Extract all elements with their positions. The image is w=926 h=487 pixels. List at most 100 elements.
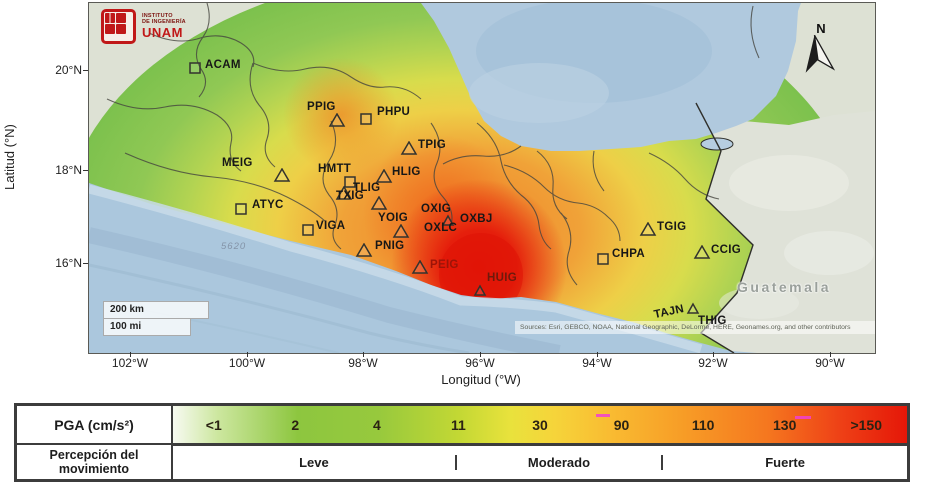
station-marker-txig	[370, 196, 388, 210]
station-label-oxig: OXIG	[421, 203, 451, 215]
lat-tick-label: 20°N	[55, 63, 82, 77]
station-marker-viga	[302, 224, 314, 236]
legend-category-moderado: Moderado	[456, 455, 664, 470]
legend-value: >150	[850, 416, 883, 433]
scale-mi: 100 mi	[103, 319, 191, 336]
station-marker-yoig	[392, 224, 410, 238]
lon-tick-mark	[597, 352, 598, 357]
station-label-tlig: TLIG	[353, 182, 381, 194]
station-label-acam: ACAM	[205, 59, 241, 71]
artifact-dash	[595, 414, 610, 418]
station-label-hlig: HLIG	[392, 166, 421, 178]
station-marker-tpig	[400, 141, 418, 155]
guatemala-region	[696, 103, 875, 353]
lat-tick-mark	[83, 70, 88, 71]
station-label-ppig: PPIG	[307, 101, 336, 113]
north-label: N	[816, 21, 826, 36]
station-marker-pnig	[355, 243, 373, 257]
sources-attribution: Sources: Esri, GEBCO, NOAA, National Geo…	[515, 321, 875, 335]
logo-line2: DE INGENIERÍA	[142, 19, 186, 26]
legend-pga-header: PGA (cm/s²)	[16, 405, 172, 444]
legend-value: 11	[451, 416, 466, 433]
legend-value: 90	[613, 416, 630, 433]
station-marker-tlig	[335, 186, 353, 200]
lon-tick-mark	[363, 352, 364, 357]
station-label-txig: TXIG	[336, 190, 365, 202]
station-label-meig: MEIG	[222, 157, 253, 169]
station-label-hmtt: HMTT	[318, 163, 352, 175]
station-label-ccig: CCIG	[711, 244, 741, 256]
lon-tick-mark	[480, 352, 481, 357]
ocean-depth-label: 5620	[221, 241, 247, 252]
legend-categories: Leve Moderado Fuerte	[172, 444, 908, 480]
station-marker-ppig	[328, 113, 346, 127]
lon-tick-mark	[130, 352, 131, 357]
station-label-chpa: CHPA	[612, 248, 645, 260]
lon-tick-label: 92°W	[698, 356, 728, 370]
map-panel: INSTITUTO DE INGENIERÍA UNAM N 200 km 10…	[88, 2, 876, 354]
lon-tick-label: 98°W	[348, 356, 378, 370]
pga-legend-table: PGA (cm/s²) <1 2 4 11 30 90 110 130 >150 Percepc…	[14, 403, 910, 482]
lon-tick-label: 96°W	[465, 356, 495, 370]
station-marker-meig	[273, 168, 291, 182]
station-marker-hmtt	[344, 176, 356, 188]
pacific-ocean	[89, 183, 757, 353]
legend-value: <1	[205, 416, 222, 433]
station-label-pnig: PNIG	[375, 240, 405, 252]
lon-tick-label: 90°W	[815, 356, 845, 370]
station-label-viga: VIGA	[316, 220, 346, 232]
lon-tick-mark	[247, 352, 248, 357]
station-label-tgig: TGIG	[657, 221, 687, 233]
lon-tick-label: 100°W	[228, 356, 266, 370]
lon-tick-mark	[830, 352, 831, 357]
legend-value: 130	[773, 416, 797, 433]
legend-value: 2	[291, 416, 300, 433]
station-marker-ccig	[693, 245, 711, 259]
logo-acronym: UNAM	[142, 24, 183, 40]
station-marker-chpa	[597, 253, 609, 265]
legend-value: 4	[372, 416, 381, 433]
lat-tick-mark	[83, 170, 88, 171]
legend-value: 30	[532, 416, 548, 433]
station-label-phpu: PHPU	[377, 106, 411, 118]
station-label-oxbj: OXBJ	[460, 213, 493, 225]
artifact-dash	[795, 416, 812, 420]
station-marker-oxbj	[441, 214, 455, 226]
unam-logo-icon	[101, 9, 136, 44]
legend-value: 110	[691, 416, 715, 433]
legend-category-fuerte: Fuerte	[663, 455, 907, 470]
unam-logo: INSTITUTO DE INGENIERÍA UNAM	[101, 9, 221, 45]
country-label-guatemala: Guatemala	[737, 279, 832, 295]
lat-tick-label: 16°N	[55, 256, 82, 270]
legend-perception-header: Percepción del movimiento	[16, 444, 172, 480]
legend-category-leve: Leve	[173, 455, 457, 470]
station-marker-hlig	[375, 169, 393, 183]
scale-bar: 200 km 100 mi	[103, 301, 209, 336]
lat-tick-label: 18°N	[55, 163, 82, 177]
north-indicator: N	[801, 21, 841, 83]
station-label-tpig: TPIG	[418, 139, 447, 151]
lon-tick-label: 102°W	[111, 356, 149, 370]
station-label-huig: HUIG	[487, 272, 517, 284]
station-label-oxlc: OXLC	[424, 222, 458, 234]
legend-gradient-bar: <1 2 4 11 30 90 110 130 >150	[172, 405, 908, 444]
scale-km: 200 km	[103, 301, 209, 319]
lat-tick-mark	[83, 263, 88, 264]
station-marker-acam	[189, 62, 201, 74]
station-label-peig: PEIG	[430, 259, 459, 271]
station-marker-huig	[473, 284, 487, 296]
lon-tick-mark	[713, 352, 714, 357]
y-axis-title: Latitud (°N)	[2, 124, 17, 190]
station-marker-tajn	[686, 302, 700, 314]
station-marker-tgig	[639, 222, 657, 236]
station-label-yoig: YOIG	[378, 212, 408, 224]
gulf-of-mexico	[421, 3, 801, 151]
logo-line1: INSTITUTO	[142, 13, 173, 20]
state-boundaries	[106, 3, 760, 286]
station-label-thig: THIG	[698, 315, 727, 327]
station-label-atyc: ATYC	[252, 199, 284, 211]
x-axis-title: Longitud (°W)	[441, 372, 521, 387]
lon-tick-label: 94°W	[582, 356, 612, 370]
north-arrow-icon	[805, 34, 836, 73]
